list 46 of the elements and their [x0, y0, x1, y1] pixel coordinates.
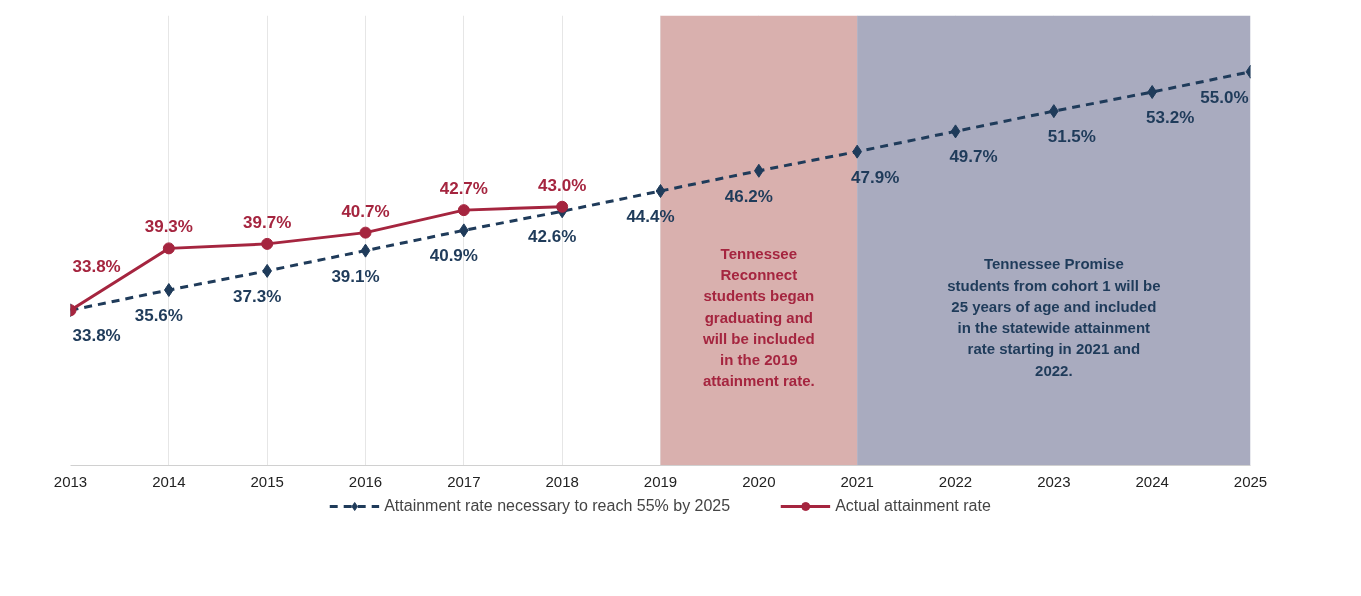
x-tick-label: 2019 — [643, 472, 678, 490]
point — [360, 243, 371, 258]
data-label: 37.3% — [233, 286, 282, 306]
x-tick-label: 2014 — [152, 472, 186, 490]
band-label: Tennessee Promise students from cohort 1 will be 25 years of age and included in the statewide attainment rate starting in 2021 and 2022. — [947, 255, 1161, 379]
data-label: 40.7% — [341, 201, 390, 221]
band-label: Tennessee Reconnect students began graduating and will be included in the 2019 attainment rate. — [701, 244, 815, 390]
data-label: 33.8% — [72, 257, 121, 277]
legend-label: Attainment rate necessary to reach 55% by 2025 — [384, 497, 731, 515]
x-tick-label: 2016 — [348, 472, 383, 490]
data-label: 42.7% — [439, 179, 488, 199]
data-label: 46.2% — [724, 186, 773, 206]
data-label: 33.8% — [72, 326, 121, 346]
x-tick-label: 2017 — [447, 472, 481, 490]
point — [359, 226, 372, 239]
data-label: 39.3% — [144, 217, 193, 237]
point — [556, 200, 569, 213]
x-tick-label: 2024 — [1135, 472, 1169, 490]
point — [950, 124, 961, 139]
x-tick-label: 2018 — [545, 472, 579, 490]
data-label: 42.6% — [528, 227, 577, 247]
point — [164, 283, 174, 297]
point — [655, 184, 666, 198]
data-label: 43.0% — [538, 175, 587, 195]
point — [457, 204, 470, 217]
x-tick-label: 2015 — [250, 472, 284, 490]
point — [261, 237, 274, 250]
x-tick-label: 2021 — [840, 472, 874, 490]
data-label: 35.6% — [134, 306, 183, 325]
data-label: 55.0% — [1200, 87, 1249, 107]
point — [1147, 85, 1157, 99]
data-label: 40.9% — [429, 246, 478, 266]
data-label: 39.1% — [331, 266, 380, 286]
point — [162, 242, 175, 255]
data-label: 53.2% — [1146, 108, 1195, 127]
x-tick-label: 2025 — [1233, 472, 1268, 490]
legend-label: Actual attainment rate — [835, 497, 991, 515]
data-label: 49.7% — [949, 147, 998, 167]
x-tick-label: 2020 — [742, 472, 776, 490]
x-tick-label: 2023 — [1037, 472, 1071, 490]
x-tick-label: 2013 — [53, 472, 88, 490]
data-label: 51.5% — [1047, 127, 1096, 147]
data-label: 39.7% — [243, 212, 292, 232]
data-label: 47.9% — [851, 167, 900, 187]
x-tick-label: 2022 — [938, 472, 973, 490]
data-label: 44.4% — [626, 207, 675, 226]
